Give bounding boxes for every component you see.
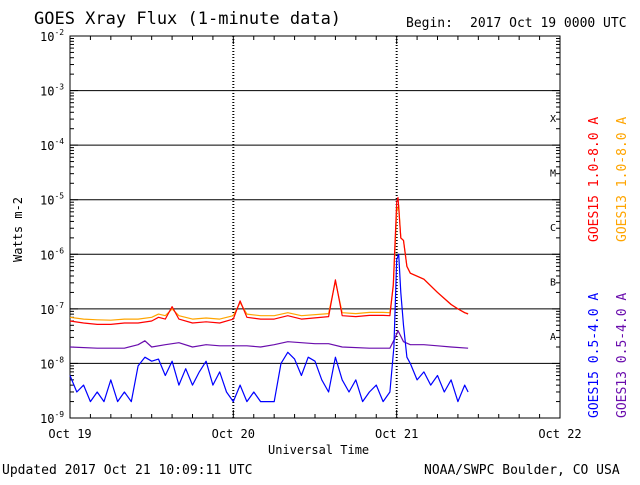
updated-timestamp: Updated 2017 Oct 21 10:09:11 UTC: [2, 463, 252, 478]
credit-text: NOAA/SWPC Boulder, CO USA: [424, 463, 620, 478]
y-tick-label: 10-4: [40, 137, 64, 153]
series-line: [69, 253, 469, 403]
y-tick-label: 10-2: [40, 28, 64, 44]
legend: GOES15 1.0-8.0 A GOES13 1.0-8.0 A GOES15 0…: [587, 117, 630, 418]
x-tick-labels: Oct 19 Oct 20 Oct 21 Oct 22: [48, 427, 581, 441]
begin-value: 2017 Oct 19 0000 UTC: [470, 16, 627, 31]
y-tick-label: 10-7: [40, 301, 64, 317]
y-axis-label: Watts m-2: [11, 197, 25, 262]
y-tick-label: 10-3: [40, 83, 64, 99]
y-tick-label: 10-8: [40, 355, 64, 371]
flare-class-M: M: [550, 168, 556, 179]
plot-frame: [69, 35, 561, 419]
flare-class-X: X: [550, 114, 556, 125]
begin-label: Begin:: [406, 16, 453, 31]
flare-class-A: A: [550, 332, 556, 343]
x-tick-label: Oct 21: [375, 427, 418, 441]
day-dividers: [232, 36, 398, 418]
series-layer: [69, 196, 469, 403]
series-line: [69, 196, 469, 325]
chart-title: GOES Xray Flux (1-minute data): [34, 9, 341, 29]
x-tick-label: Oct 19: [48, 427, 91, 441]
y-tick-label: 10-5: [40, 192, 64, 208]
legend-entry: GOES13 1.0-8.0 A: [615, 117, 630, 242]
legend-entry: GOES13 0.5-4.0 A: [615, 293, 630, 418]
flare-class-labels: A B C M X: [550, 114, 556, 343]
flare-class-C: C: [550, 223, 556, 234]
y-tick-label: 10-9: [40, 410, 64, 426]
y-tick-label: 10-6: [40, 246, 64, 262]
legend-entry: GOES15 1.0-8.0 A: [587, 117, 602, 242]
flare-class-B: B: [550, 278, 556, 289]
y-tick-labels: 10-9 10-8 10-7 10-6 10-5 10-4 10-3 10-2: [40, 28, 64, 426]
legend-entry: GOES15 0.5-4.0 A: [587, 293, 602, 418]
minor-ticks: [69, 36, 561, 419]
series-line: [69, 330, 469, 349]
x-tick-label: Oct 20: [212, 427, 255, 441]
plot-area: A B C M X: [69, 35, 561, 419]
gridlines: [70, 90, 560, 364]
x-tick-label: Oct 22: [538, 427, 581, 441]
x-axis-label: Universal Time: [268, 443, 369, 457]
